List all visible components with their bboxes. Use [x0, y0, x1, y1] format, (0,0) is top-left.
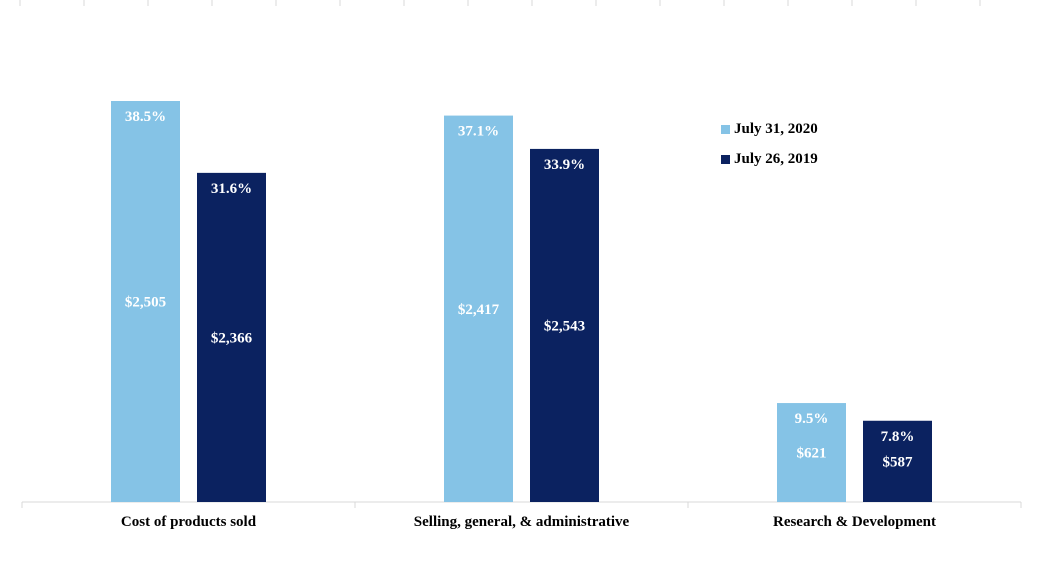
worksheet-gridlines [19, 0, 981, 6]
value-label-july-31-2020-research-development: $621 [797, 446, 827, 462]
percent-label-july-31-2020-cost-of-products-sold: 38.5% [125, 109, 166, 125]
x-axis-tick-labels: Cost of products sold Selling, general, &… [121, 514, 936, 530]
x-axis-ticks [21, 502, 1022, 508]
percent-label-july-26-2019-selling-general-administrative: 33.9% [544, 157, 585, 173]
legend: July 31, 2020 July 26, 2019 [721, 114, 818, 174]
legend-label-2020: July 31, 2020 [734, 120, 818, 137]
legend-item-2020: July 31, 2020 [721, 114, 818, 144]
value-label-july-31-2020-cost-of-products-sold: $2,505 [125, 295, 166, 311]
legend-item-2019: July 26, 2019 [721, 144, 818, 174]
legend-label-2019: July 26, 2019 [734, 150, 818, 167]
data-labels: 38.5% $2,505 31.6% $2,366 37.1% $2,417 33.9% $2… [125, 109, 915, 470]
value-label-july-31-2020-selling-general-administrative: $2,417 [458, 302, 500, 318]
value-label-july-26-2019-research-development: $587 [883, 454, 914, 470]
percent-label-july-31-2020-selling-general-administrative: 37.1% [458, 124, 499, 140]
bar-july-31-2020-selling-general-administrative [444, 115, 513, 502]
category-label-research-development: Research & Development [773, 514, 936, 530]
bar-series [111, 101, 932, 502]
bar-july-26-2019-cost-of-products-sold [197, 172, 266, 502]
percent-label-july-26-2019-cost-of-products-sold: 31.6% [211, 181, 252, 197]
category-label-selling-general-administrative: Selling, general, & administrative [414, 514, 630, 530]
bar-july-31-2020-research-development [777, 403, 846, 502]
category-label-cost-of-products-sold: Cost of products sold [121, 514, 257, 530]
value-label-july-26-2019-cost-of-products-sold: $2,366 [211, 330, 253, 346]
bar-july-26-2019-selling-general-administrative [530, 148, 599, 502]
legend-swatch-2020 [721, 124, 730, 134]
value-label-july-26-2019-selling-general-administrative: $2,543 [544, 318, 585, 334]
percent-label-july-31-2020-research-development: 9.5% [795, 411, 829, 427]
legend-swatch-2019 [721, 154, 730, 164]
bar-july-31-2020-cost-of-products-sold [111, 101, 180, 502]
percent-label-july-26-2019-research-development: 7.8% [881, 429, 915, 445]
bar-july-26-2019-research-development [863, 420, 932, 502]
